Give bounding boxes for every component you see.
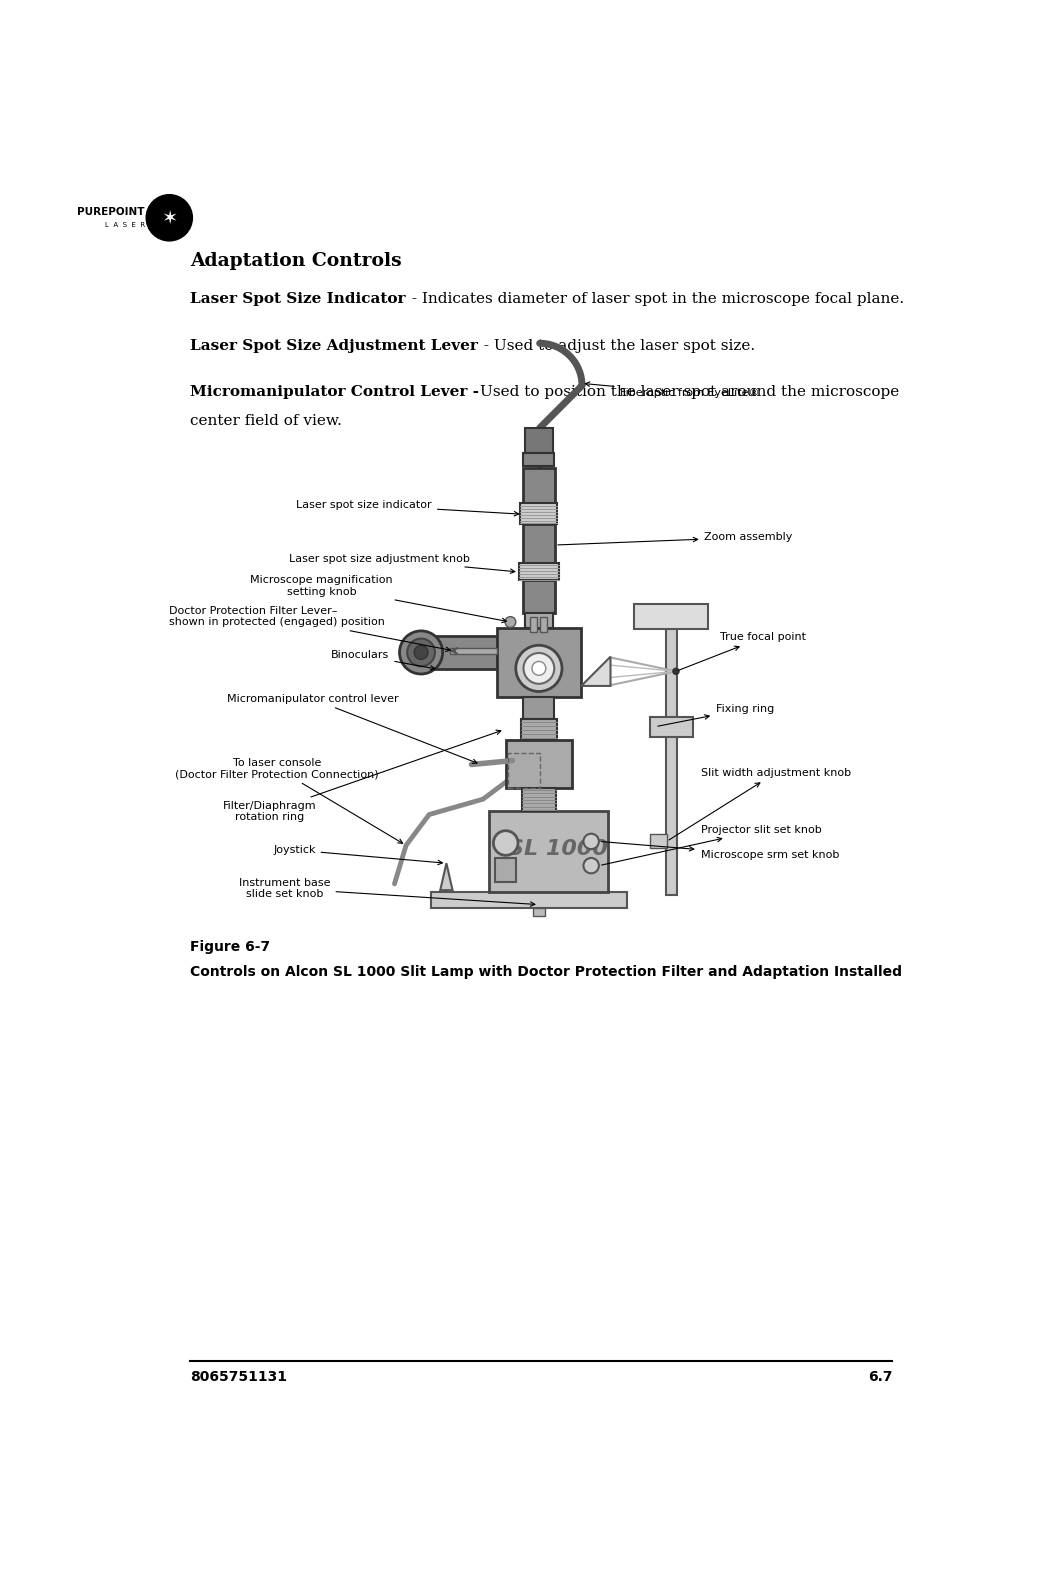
Text: - Used to adjust the laser spot size.: - Used to adjust the laser spot size. [479,339,755,352]
Text: Fiberoptic from EyeLite®: Fiberoptic from EyeLite® [585,382,759,399]
Text: Micromanipulator Control Lever -: Micromanipulator Control Lever - [190,385,479,399]
Text: Laser spot size adjustment knob: Laser spot size adjustment knob [288,555,515,573]
Text: True focal point: True focal point [679,633,806,671]
Circle shape [532,661,546,676]
Bar [508,753,540,787]
Polygon shape [581,657,610,687]
Text: - Indicates diameter of laser spot in the microscope focal plane.: - Indicates diameter of laser spot in th… [408,292,904,306]
Text: Laser Spot Size Indicator: Laser Spot Size Indicator [190,292,406,306]
Text: Slit width adjustment knob: Slit width adjustment knob [670,768,851,840]
Bar [635,605,709,628]
Bar [506,740,571,787]
Text: Microscope srm set knob: Microscope srm set knob [602,842,838,861]
Text: Used to position the laser spot around the microscope: Used to position the laser spot around t… [480,385,900,399]
Text: ✶: ✶ [162,209,177,228]
Bar [489,811,608,891]
Bar [525,613,552,628]
Circle shape [584,858,599,873]
Text: Laser spot size indicator: Laser spot size indicator [297,500,518,515]
Bar [518,562,559,580]
Bar [666,617,677,895]
Bar [521,503,558,525]
Bar [431,891,627,908]
Text: 8065751131: 8065751131 [190,1370,287,1384]
Bar [495,858,516,883]
Text: To laser console
(Doctor Filter Protection Connection): To laser console (Doctor Filter Protecti… [175,757,402,844]
Text: Binoculars: Binoculars [331,650,435,671]
Bar [524,452,554,467]
Bar [421,636,496,669]
Text: Fixing ring: Fixing ring [658,704,774,726]
Text: Controls on Alcon SL 1000 Slit Lamp with Doctor Protection Filter and Adaptation: Controls on Alcon SL 1000 Slit Lamp with… [190,965,902,979]
Text: Filter/Diaphragm
rotation ring: Filter/Diaphragm rotation ring [223,731,501,822]
Text: Joystick: Joystick [274,845,442,864]
Text: L  A  S  E  R: L A S E R [105,223,145,228]
Polygon shape [440,862,453,891]
Bar [524,698,554,720]
Bar [523,525,555,562]
Bar [525,427,552,452]
Circle shape [524,654,554,683]
Text: Microscope magnification
setting knob: Microscope magnification setting knob [250,575,507,622]
Bar [523,580,555,613]
Circle shape [493,831,518,855]
Text: Adaptation Controls: Adaptation Controls [190,251,401,270]
Bar [522,787,555,811]
Circle shape [414,646,428,660]
Bar [522,720,557,740]
Bar [523,468,555,503]
Circle shape [673,668,679,674]
Bar [541,617,547,632]
Text: Projector slit set knob: Projector slit set knob [602,825,822,866]
Bar [450,647,496,654]
Circle shape [584,834,599,848]
Bar [649,834,666,848]
Text: 6.7: 6.7 [868,1370,892,1384]
Bar [532,908,545,916]
Text: Laser Spot Size Adjustment Lever: Laser Spot Size Adjustment Lever [190,339,478,352]
Text: Micromanipulator control lever: Micromanipulator control lever [227,694,477,764]
Bar [530,617,538,632]
Circle shape [399,632,442,674]
Text: Zoom assembly: Zoom assembly [558,533,793,545]
Bar [496,628,581,698]
Circle shape [515,646,562,691]
Text: Instrument base
slide set knob: Instrument base slide set knob [239,878,535,906]
Text: SL 1000: SL 1000 [508,839,608,859]
Text: PUREPOINT: PUREPOINT [77,207,145,217]
Circle shape [146,195,192,240]
Circle shape [505,617,515,627]
Bar [649,716,693,737]
Text: Figure 6-7: Figure 6-7 [190,939,270,954]
Text: center field of view.: center field of view. [190,415,342,429]
Text: Doctor Protection Filter Lever–
shown in protected (engaged) position: Doctor Protection Filter Lever– shown in… [169,606,450,652]
Bar [525,613,552,628]
Circle shape [408,638,435,666]
